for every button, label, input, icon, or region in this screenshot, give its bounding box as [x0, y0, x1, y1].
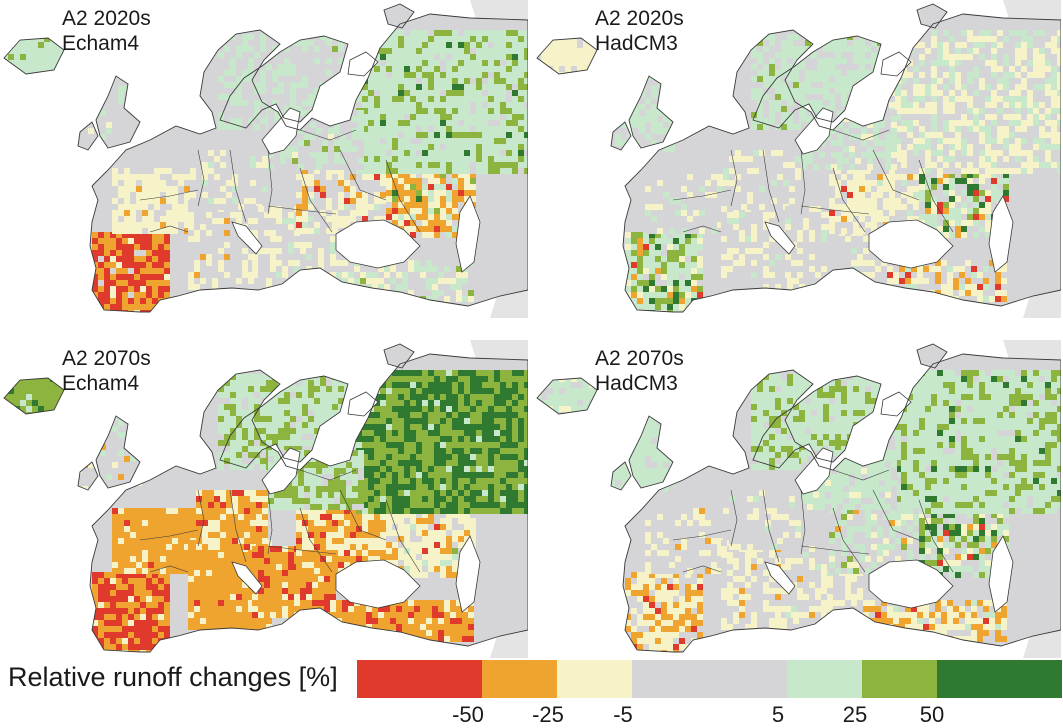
panel-model: Echam4	[62, 371, 151, 396]
legend-tick-label: 50	[920, 702, 944, 728]
legend-swatch	[557, 660, 632, 698]
legend-swatch	[937, 660, 1062, 698]
legend-tick-label: 25	[843, 702, 867, 728]
legend-swatch	[862, 660, 937, 698]
panel-model: Echam4	[62, 31, 151, 56]
panel-scenario: A2 2020s	[595, 6, 684, 31]
legend-swatch	[632, 660, 787, 698]
legend-tick-label: 5	[772, 702, 784, 728]
map-panel-a2-2020s-hadcm3: A2 2020s HadCM3	[533, 0, 1061, 318]
panel-scenario: A2 2070s	[595, 346, 684, 371]
legend-title: Relative runoff changes [%]	[8, 662, 338, 693]
panel-label: A2 2020s HadCM3	[595, 6, 684, 56]
map-panel-a2-2020s-echam4: A2 2020s Echam4	[0, 0, 528, 318]
panel-label: A2 2020s Echam4	[62, 6, 151, 56]
map-panel-a2-2070s-hadcm3: A2 2070s HadCM3	[533, 340, 1061, 658]
legend-tick-label: -25	[532, 702, 564, 728]
legend-tick-label: -5	[613, 702, 633, 728]
legend-color-bar	[357, 660, 1062, 698]
panel-scenario: A2 2020s	[62, 6, 151, 31]
panel-model: HadCM3	[595, 31, 684, 56]
panel-model: HadCM3	[595, 371, 684, 396]
panel-label: A2 2070s Echam4	[62, 346, 151, 396]
panel-label: A2 2070s HadCM3	[595, 346, 684, 396]
legend-tick-label: -50	[452, 702, 484, 728]
legend-swatch	[357, 660, 482, 698]
panel-scenario: A2 2070s	[62, 346, 151, 371]
map-panel-a2-2070s-echam4: A2 2070s Echam4	[0, 340, 528, 658]
legend-swatch	[482, 660, 557, 698]
legend-swatch	[787, 660, 862, 698]
